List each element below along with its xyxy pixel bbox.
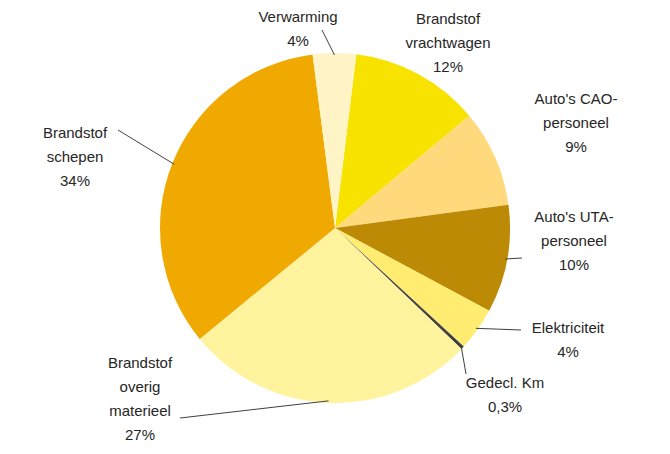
slices xyxy=(160,53,510,403)
chart-container: Brandstofvrachtwagen 12% Auto's CAO-person… xyxy=(0,0,670,454)
slice-label: Gedecl. Km xyxy=(466,374,544,391)
leader-line xyxy=(180,401,328,418)
pie-slice xyxy=(160,54,335,339)
leader-line xyxy=(476,328,521,330)
value-label: 0,3% xyxy=(488,398,522,415)
value-label: 10% xyxy=(559,256,589,273)
leader-line xyxy=(505,258,522,260)
slice-label: Brandstofschepen xyxy=(43,124,108,165)
pie-chart: Brandstofvrachtwagen 12% Auto's CAO-person… xyxy=(0,0,670,454)
value-label: 4% xyxy=(557,343,579,360)
slice-label: Verwarming xyxy=(258,8,337,25)
slice-label: Brandstofvrachtwagen xyxy=(405,10,490,51)
labels: Brandstofvrachtwagen 12% Auto's CAO-person… xyxy=(43,8,618,443)
slice-label: Elektriciteit xyxy=(532,319,605,336)
leader-line xyxy=(461,346,466,374)
leader-line xyxy=(118,130,174,164)
slice-label: Auto's CAO-personeel xyxy=(535,90,618,131)
slice-label: Auto's UTA-personeel xyxy=(534,208,613,249)
value-label: 9% xyxy=(565,138,587,155)
leader-line xyxy=(322,30,334,55)
slice-label: Brandstofoverigmaterieel xyxy=(108,354,173,419)
value-label: 12% xyxy=(433,58,463,75)
value-label: 34% xyxy=(60,172,90,189)
value-label: 4% xyxy=(287,32,309,49)
pie-slice xyxy=(313,53,357,228)
value-label: 27% xyxy=(125,426,155,443)
